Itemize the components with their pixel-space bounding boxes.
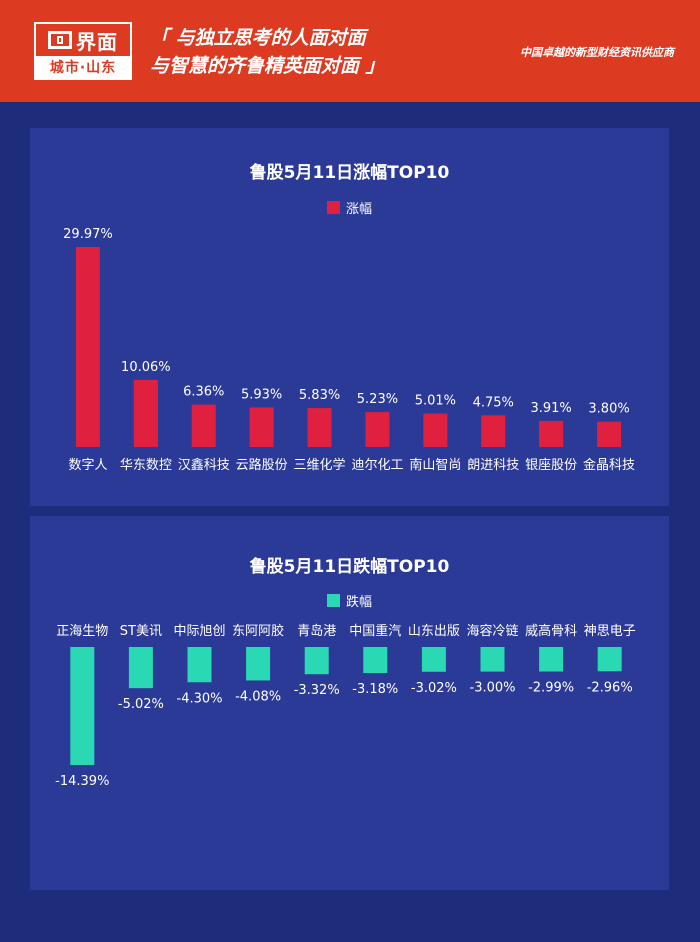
gainers-data-label: 5.93% <box>241 387 282 402</box>
gainers-data-label: 3.80% <box>588 402 629 417</box>
losers-bar <box>128 647 153 689</box>
gainers-category-label: 数字人 <box>68 458 107 473</box>
gainers-data-label: 6.36% <box>183 385 224 400</box>
losers-data-label: -5.02% <box>118 697 164 712</box>
gainers-category-label: 汉鑫科技 <box>178 457 230 473</box>
gainers-legend: 涨幅 <box>30 198 669 217</box>
logo: 界面 城市·山东 <box>34 22 132 80</box>
gainers-category-label: 银座股份 <box>525 458 577 473</box>
gainers-category-label: 云路股份 <box>236 457 288 473</box>
losers-category-label: 正海生物 <box>56 624 108 639</box>
losers-data-label: -3.02% <box>411 681 457 696</box>
gainers-bar <box>539 420 564 447</box>
gainers-bar <box>597 421 622 447</box>
losers-bar <box>70 647 95 765</box>
losers-category-label: 威高骨科 <box>525 623 577 639</box>
gainers-data-label: 10.06% <box>121 360 171 375</box>
losers-category-label: 海容冷链 <box>466 623 518 639</box>
gainers-bar <box>307 408 332 447</box>
gainers-bar <box>133 379 158 447</box>
gainers-bar <box>423 413 448 447</box>
losers-category-label: 神思电子 <box>584 624 636 639</box>
gainers-category-label: 迪尔化工 <box>351 458 403 473</box>
losers-data-label: -3.32% <box>294 683 340 698</box>
gainers-legend-label: 涨幅 <box>345 202 372 217</box>
losers-data-label: -14.39% <box>55 774 109 789</box>
gainers-data-label: 5.83% <box>299 388 340 403</box>
gainers-legend-swatch <box>326 201 340 214</box>
slogan-line-2: 与智慧的齐鲁精英面对面 」 <box>150 55 385 77</box>
losers-data-label: -4.30% <box>177 691 223 706</box>
tagline: 中国卓越的新型财经资讯供应商 <box>520 46 674 59</box>
losers-legend-swatch <box>326 594 340 607</box>
losers-category-label: 中国重汽 <box>349 623 401 639</box>
losers-category-label: 中际旭创 <box>173 624 225 639</box>
losers-legend-label: 跌幅 <box>345 595 372 610</box>
losers-data-label: -4.08% <box>235 689 281 704</box>
losers-data-label: -3.18% <box>352 682 398 697</box>
gainers-category-label: 华东数控 <box>120 458 172 473</box>
gainers-data-label: 5.01% <box>415 394 456 409</box>
losers-bar <box>480 647 505 672</box>
gainers-data-label: 29.97% <box>63 227 113 242</box>
gainers-panel: 鲁股5月11日涨幅TOP10 涨幅 29.97% 数字人 10.06% 华东数控 6.3… <box>30 128 669 506</box>
gainers-bar-chart: 29.97% 数字人 10.06% 华东数控 6.36% 汉鑫科技 5.93% 云路股份 5.8… <box>63 227 635 473</box>
losers-panel: 鲁股5月11日跌幅TOP10 跌幅 -14.39% 正海生物 -5.02% ST美讯 -… <box>30 516 669 890</box>
losers-legend: 跌幅 <box>30 591 669 610</box>
gainers-data-label: 5.23% <box>357 392 398 407</box>
losers-bar <box>597 647 622 672</box>
logo-subtitle: 城市·山东 <box>36 56 130 78</box>
header-banner: 界面 城市·山东 「 与独立思考的人面对面 与智慧的齐鲁精英面对面 」 中国卓越… <box>0 0 700 102</box>
losers-bar <box>363 647 388 674</box>
gainers-bar <box>249 407 274 447</box>
losers-chart-title: 鲁股5月11日跌幅TOP10 <box>249 557 450 577</box>
slogan-line-1: 「 与独立思考的人面对面 <box>150 27 366 49</box>
gainers-data-label: 4.75% <box>473 395 514 410</box>
losers-category-label: ST美讯 <box>120 624 162 639</box>
losers-bar-chart: -14.39% 正海生物 -5.02% ST美讯 -4.30% 中际旭创 -4.08% 东阿阿… <box>55 623 636 789</box>
losers-category-label: 东阿阿胶 <box>232 623 284 639</box>
logo-mark-icon <box>48 31 72 49</box>
losers-category-label: 青岛港 <box>297 623 336 639</box>
gainers-category-label: 三维化学 <box>294 457 346 473</box>
losers-bar <box>246 647 271 681</box>
losers-bar <box>304 647 329 675</box>
gainers-category-label: 朗进科技 <box>467 458 519 473</box>
slogan: 「 与独立思考的人面对面 与智慧的齐鲁精英面对面 」 <box>150 24 385 80</box>
gainers-data-label: 3.91% <box>530 401 571 416</box>
losers-bar <box>539 647 564 672</box>
losers-bar <box>187 647 212 683</box>
gainers-chart-title: 鲁股5月11日涨幅TOP10 <box>249 163 450 183</box>
logo-name: 界面 <box>76 29 118 54</box>
losers-category-label: 山东出版 <box>408 624 460 639</box>
losers-bar <box>421 647 446 672</box>
gainers-category-label: 南山智尚 <box>409 457 461 473</box>
losers-data-label: -2.96% <box>587 680 633 695</box>
gainers-bar <box>75 247 100 447</box>
gainers-bar <box>365 412 390 447</box>
losers-data-label: -3.00% <box>470 681 516 696</box>
losers-data-label: -2.99% <box>528 681 574 696</box>
gainers-category-label: 金晶科技 <box>583 457 635 473</box>
gainers-bar <box>481 415 506 447</box>
gainers-bar <box>191 404 216 447</box>
